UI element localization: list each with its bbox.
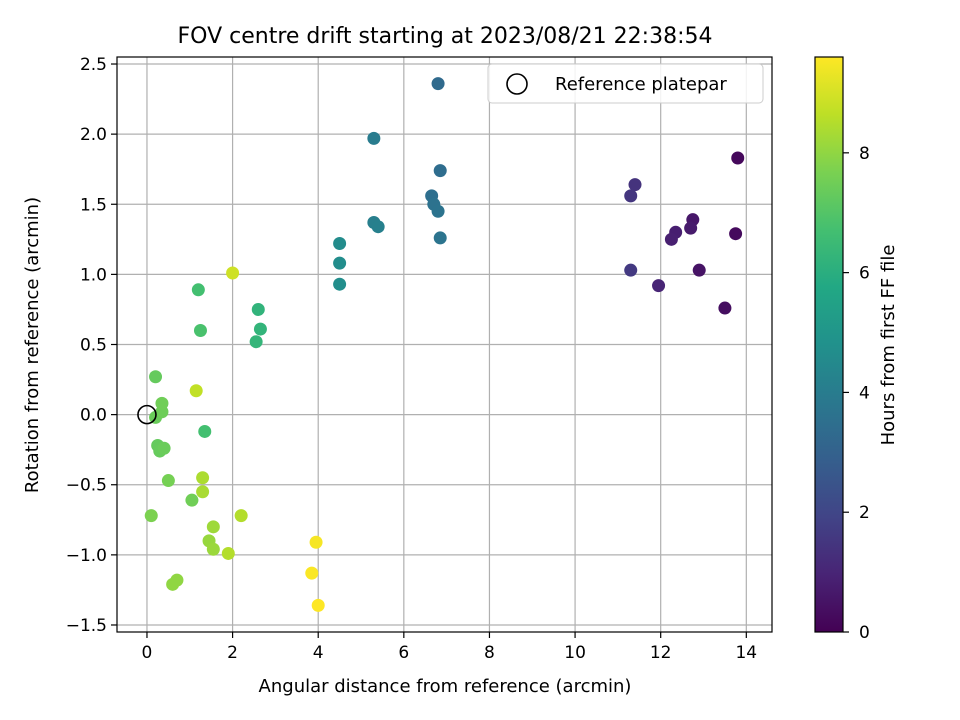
- data-point: [206, 542, 220, 556]
- colorbar-ticks: 0 2 4 6 8: [843, 144, 870, 643]
- y-tick-label: 0.0: [80, 406, 107, 426]
- y-axis-label: Rotation from reference (arcmin): [22, 197, 43, 493]
- data-point: [333, 237, 347, 251]
- data-point: [309, 535, 323, 549]
- legend-entry-label: Reference platepar: [555, 74, 727, 95]
- data-point: [624, 263, 638, 277]
- x-tick-label: 8: [484, 643, 495, 663]
- data-point: [311, 598, 325, 612]
- data-point: [305, 566, 319, 580]
- legend: Reference platepar: [487, 63, 764, 104]
- data-point: [189, 384, 203, 398]
- colorbar-tick-label: 8: [859, 144, 870, 164]
- x-axis-label: Angular distance from reference (arcmin): [259, 676, 632, 697]
- data-point: [185, 493, 199, 507]
- x-tick-label: 4: [313, 643, 324, 663]
- x-tick-label: 2: [227, 643, 238, 663]
- data-point: [431, 77, 445, 91]
- colorbar-tick-label: 0: [859, 623, 870, 643]
- data-point: [652, 279, 666, 293]
- data-point: [718, 301, 732, 315]
- x-tick-label: 0: [142, 643, 153, 663]
- data-point: [191, 283, 205, 297]
- colorbar-tick-label: 6: [859, 264, 870, 284]
- data-point: [367, 131, 381, 145]
- data-point: [226, 266, 240, 280]
- colorbar: [814, 56, 844, 633]
- data-point: [431, 204, 445, 218]
- data-point: [198, 424, 212, 438]
- reference-platepar-marker: [137, 404, 157, 425]
- data-point: [433, 231, 447, 245]
- data-point: [144, 509, 158, 523]
- data-point: [692, 263, 706, 277]
- legend-box: [487, 63, 764, 104]
- data-point: [251, 302, 265, 316]
- y-tick-label: −1.5: [66, 616, 107, 636]
- data-point: [221, 546, 235, 560]
- data-point: [157, 441, 171, 455]
- data-point: [253, 322, 267, 336]
- data-point: [333, 256, 347, 270]
- data-point: [628, 178, 642, 192]
- y-tick-label: −1.0: [66, 546, 107, 566]
- data-point: [664, 232, 678, 246]
- colorbar-tick-label: 4: [859, 383, 870, 403]
- x-axis-ticks: 0 2 4 6 8 10 12 14: [142, 632, 757, 663]
- data-point: [149, 370, 163, 384]
- colorbar-tick-label: 2: [859, 503, 870, 523]
- data-point: [196, 485, 210, 499]
- y-tick-label: 1.5: [80, 195, 107, 215]
- data-point: [155, 396, 169, 410]
- data-points: [144, 77, 745, 612]
- data-point: [731, 151, 745, 165]
- y-tick-label: 0.5: [80, 336, 107, 356]
- grid: [117, 57, 772, 632]
- colorbar-label: Hours from first FF file: [878, 245, 899, 446]
- data-point: [249, 335, 263, 349]
- data-point: [196, 471, 210, 485]
- data-point: [206, 520, 220, 534]
- data-point: [170, 573, 184, 587]
- data-point: [193, 323, 207, 337]
- data-point: [624, 189, 638, 203]
- y-tick-label: −0.5: [66, 476, 107, 496]
- data-point: [161, 474, 175, 488]
- chart-title: FOV centre drift starting at 2023/08/21 …: [178, 24, 713, 49]
- y-tick-label: 2.5: [80, 55, 107, 75]
- data-point: [684, 221, 698, 235]
- x-tick-label: 12: [650, 643, 672, 663]
- data-point: [433, 164, 447, 178]
- x-tick-label: 6: [398, 643, 409, 663]
- y-tick-label: 1.0: [80, 265, 107, 285]
- x-tick-label: 10: [564, 643, 586, 663]
- x-tick-label: 14: [735, 643, 757, 663]
- legend-marker-icon: [506, 73, 528, 95]
- data-point: [333, 277, 347, 291]
- data-point: [729, 227, 743, 241]
- data-point: [234, 509, 248, 523]
- y-tick-label: 2.0: [80, 125, 107, 145]
- data-point: [371, 220, 385, 234]
- y-axis-ticks: −1.5 −1.0 −0.5 0.0 0.5 1.0 1.5 2.0 2.5: [66, 55, 117, 636]
